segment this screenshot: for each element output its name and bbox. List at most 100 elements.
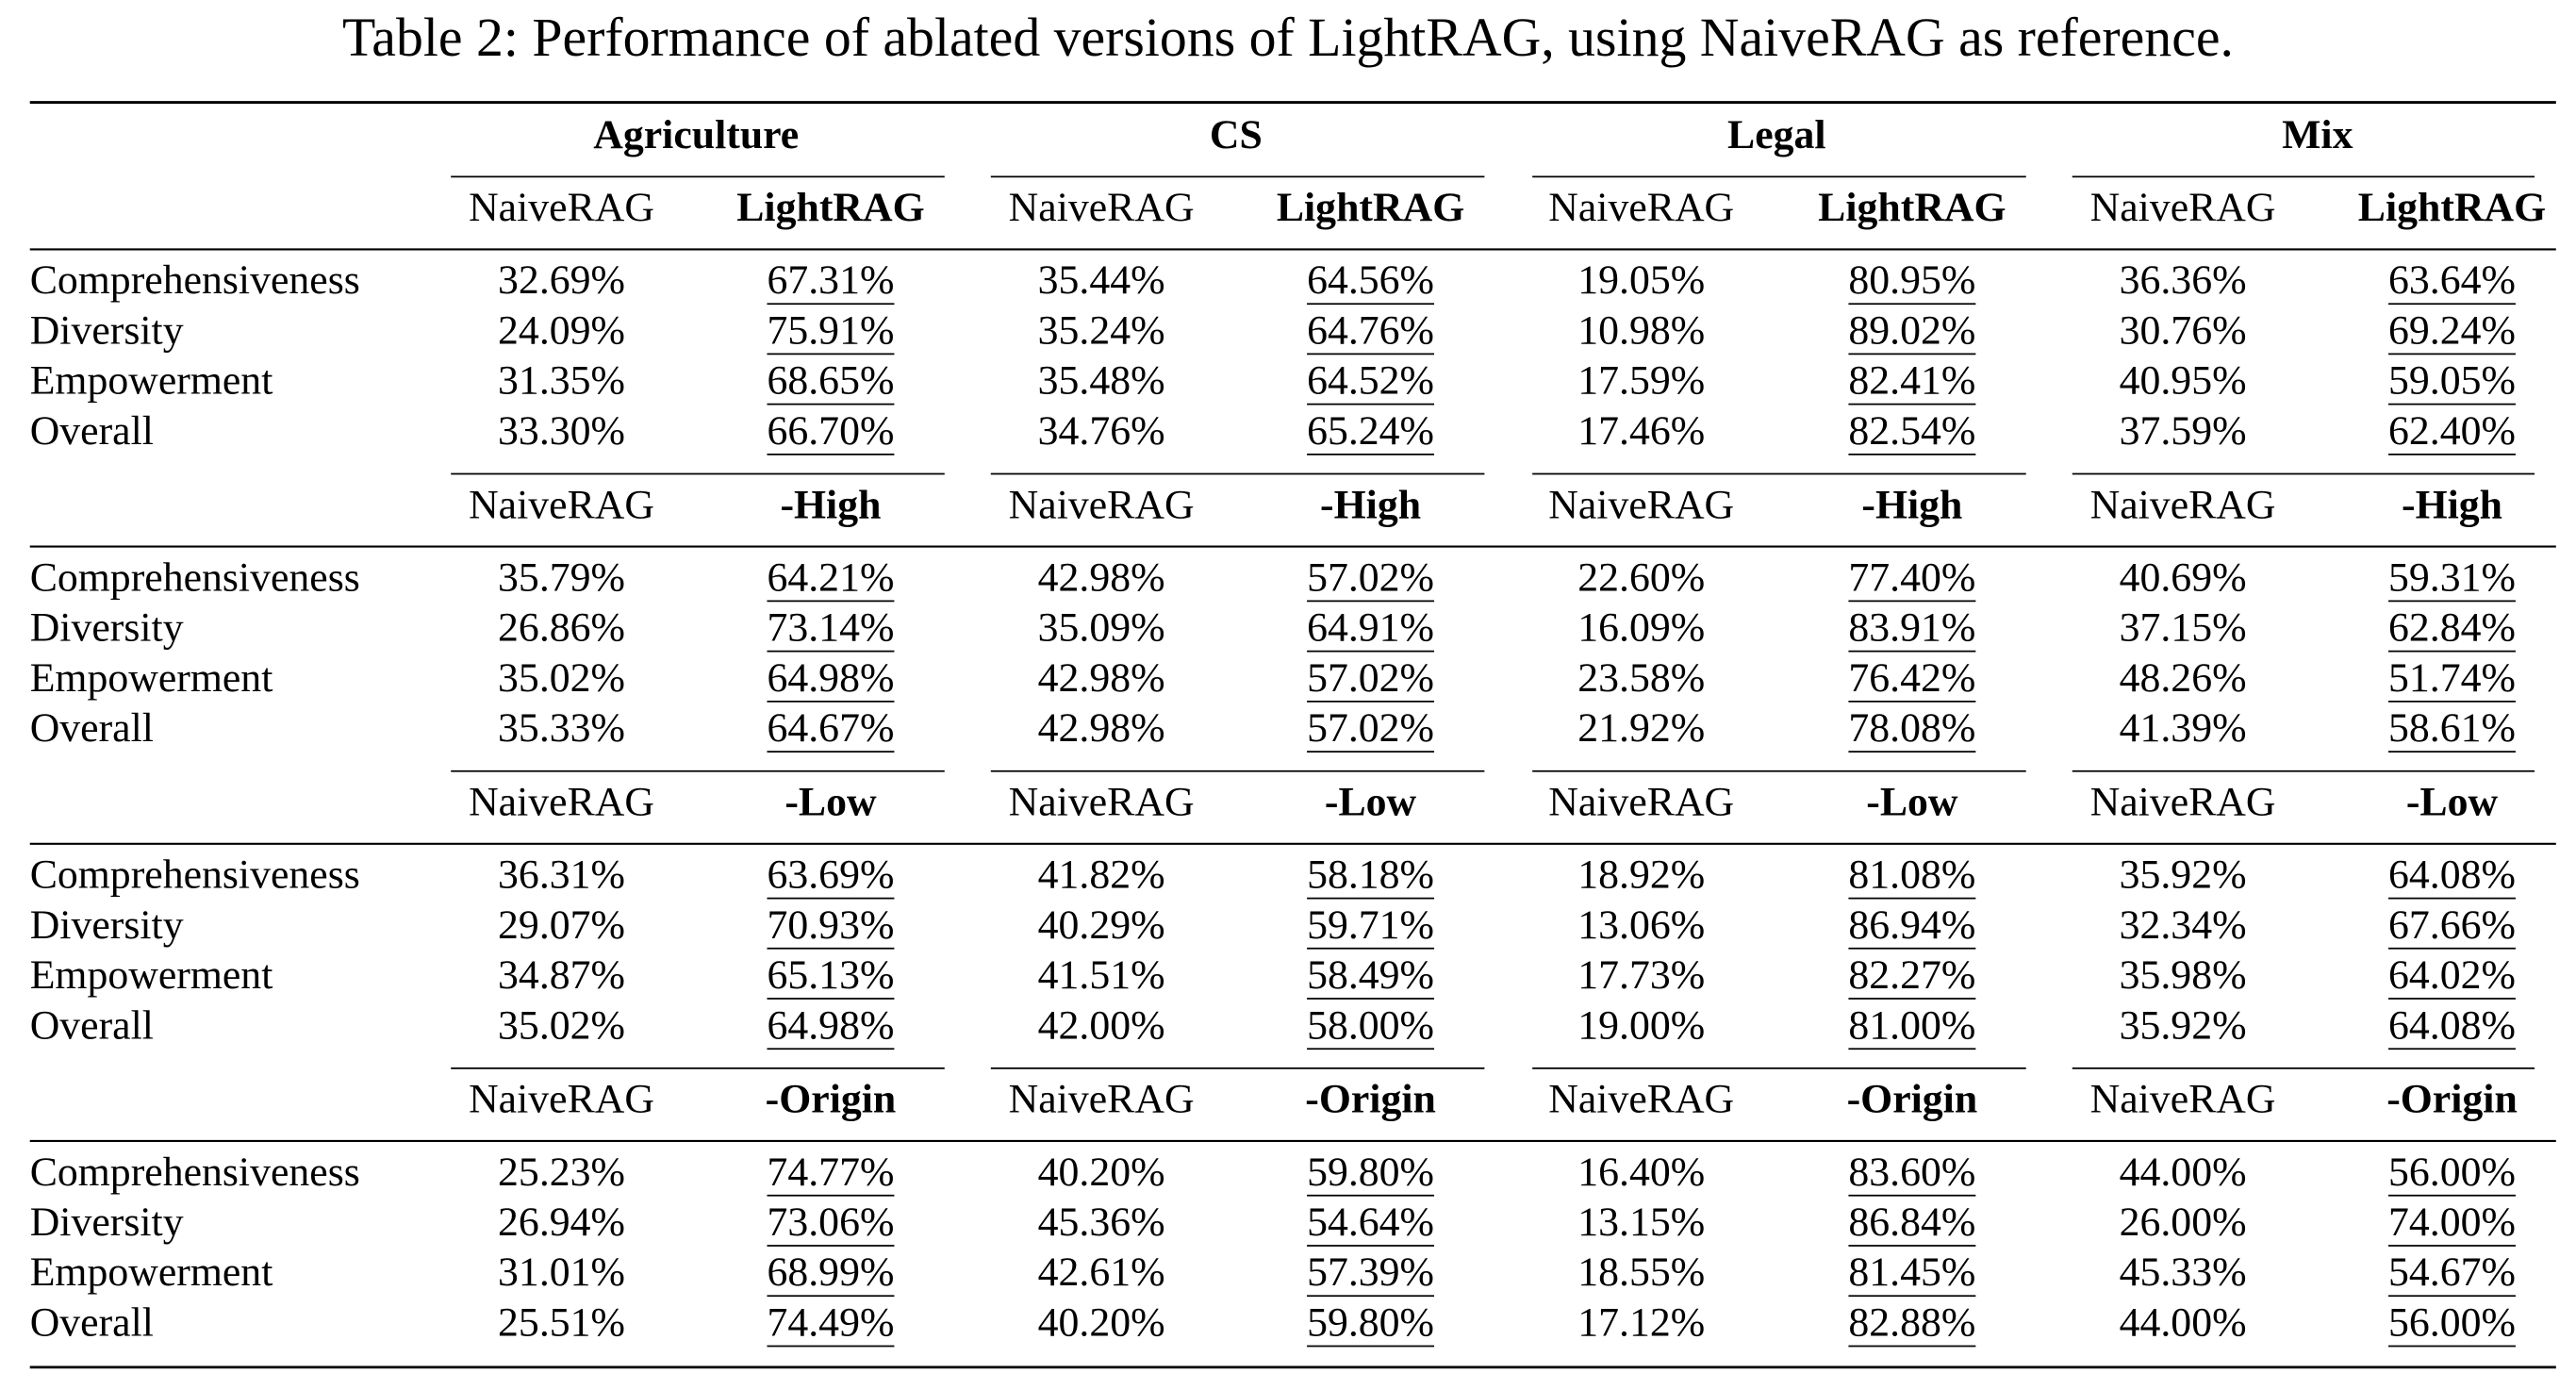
cell-value: 29.07% bbox=[498, 902, 625, 948]
cell-value: 35.79% bbox=[498, 554, 625, 600]
cell-value: 58.18% bbox=[1307, 852, 1434, 898]
cell-value: 23.58% bbox=[1577, 655, 1705, 701]
cell-value: 40.20% bbox=[1038, 1150, 1165, 1195]
cell-value: 64.08% bbox=[2388, 852, 2516, 898]
cell-value: 68.99% bbox=[767, 1249, 894, 1295]
cell-value: 19.00% bbox=[1577, 1002, 1705, 1048]
row-label: Diversity bbox=[30, 307, 184, 353]
cell-value: 26.00% bbox=[2120, 1199, 2247, 1245]
cell-value: 64.08% bbox=[2388, 1002, 2516, 1048]
cell-value: 42.98% bbox=[1038, 554, 1165, 600]
column-header: -High bbox=[780, 482, 881, 527]
cell-value: 82.41% bbox=[1848, 358, 1975, 404]
cell-value: 74.00% bbox=[2388, 1199, 2516, 1245]
cell-value: 54.67% bbox=[2388, 1249, 2516, 1295]
cell-value: 58.61% bbox=[2388, 705, 2516, 751]
cell-value: 26.86% bbox=[498, 605, 625, 651]
cell-value: 57.02% bbox=[1307, 705, 1434, 751]
column-header: NaiveRAG bbox=[1548, 482, 1734, 527]
cell-value: 24.09% bbox=[498, 307, 625, 353]
row-label: Comprehensiveness bbox=[30, 1150, 360, 1195]
cell-value: 32.34% bbox=[2120, 902, 2247, 948]
cell-value: 81.00% bbox=[1848, 1002, 1975, 1048]
cell-value: 35.02% bbox=[498, 1002, 625, 1048]
cell-value: 17.73% bbox=[1577, 952, 1705, 998]
cell-value: 35.92% bbox=[2120, 1002, 2247, 1048]
column-header: NaiveRAG bbox=[469, 780, 654, 825]
cell-value: 42.00% bbox=[1038, 1002, 1165, 1048]
cell-value: 18.55% bbox=[1577, 1249, 1705, 1295]
column-header: -Low bbox=[784, 780, 877, 825]
column-header: LightRAG bbox=[1277, 185, 1464, 230]
row-label: Overall bbox=[30, 705, 154, 751]
cell-value: 73.06% bbox=[767, 1199, 894, 1245]
cell-value: 41.82% bbox=[1038, 852, 1165, 898]
cell-value: 59.05% bbox=[2388, 358, 2516, 404]
row-label: Comprehensiveness bbox=[30, 257, 360, 303]
column-header: NaiveRAG bbox=[1548, 780, 1734, 825]
cell-value: 18.92% bbox=[1577, 852, 1705, 898]
cell-value: 36.36% bbox=[2120, 257, 2247, 303]
cell-value: 64.98% bbox=[767, 655, 894, 701]
cell-value: 74.77% bbox=[767, 1150, 894, 1195]
column-header: NaiveRAG bbox=[469, 185, 654, 230]
cell-value: 37.59% bbox=[2120, 408, 2247, 454]
cell-value: 65.13% bbox=[767, 952, 894, 998]
cell-value: 51.74% bbox=[2388, 655, 2516, 701]
row-label: Diversity bbox=[30, 1199, 184, 1245]
cell-value: 13.06% bbox=[1577, 902, 1705, 948]
cell-value: 57.02% bbox=[1307, 554, 1434, 600]
cell-value: 69.24% bbox=[2388, 307, 2516, 353]
cell-value: 10.98% bbox=[1577, 307, 1705, 353]
column-header: -High bbox=[2402, 482, 2502, 527]
cell-value: 37.15% bbox=[2120, 605, 2247, 651]
cell-value: 77.40% bbox=[1848, 554, 1975, 600]
cell-value: 74.49% bbox=[767, 1299, 894, 1345]
cell-value: 40.69% bbox=[2120, 554, 2247, 600]
cell-value: 63.69% bbox=[767, 852, 894, 898]
group-header: CS bbox=[1210, 112, 1263, 157]
cell-value: 42.98% bbox=[1038, 655, 1165, 701]
cell-value: 83.60% bbox=[1848, 1150, 1975, 1195]
column-header: NaiveRAG bbox=[469, 1077, 654, 1122]
cell-value: 82.54% bbox=[1848, 408, 1975, 454]
cell-value: 45.36% bbox=[1038, 1199, 1165, 1245]
cell-value: 56.00% bbox=[2388, 1150, 2516, 1195]
cell-value: 58.49% bbox=[1307, 952, 1434, 998]
cell-value: 44.00% bbox=[2120, 1299, 2247, 1345]
column-header: -Low bbox=[1866, 780, 1958, 825]
cell-value: 56.00% bbox=[2388, 1299, 2516, 1345]
cell-value: 35.98% bbox=[2120, 952, 2247, 998]
group-header: Agriculture bbox=[593, 112, 799, 157]
cell-value: 82.27% bbox=[1848, 952, 1975, 998]
cell-value: 57.02% bbox=[1307, 655, 1434, 701]
cell-value: 59.80% bbox=[1307, 1299, 1434, 1345]
row-label: Diversity bbox=[30, 902, 184, 948]
cell-value: 67.66% bbox=[2388, 902, 2516, 948]
cell-value: 82.88% bbox=[1848, 1299, 1975, 1345]
cell-value: 81.08% bbox=[1848, 852, 1975, 898]
cell-value: 35.92% bbox=[2120, 852, 2247, 898]
cell-value: 19.05% bbox=[1577, 257, 1705, 303]
column-header: -High bbox=[1320, 482, 1421, 527]
column-header: NaiveRAG bbox=[2090, 780, 2276, 825]
column-header: NaiveRAG bbox=[1548, 1077, 1734, 1122]
column-header: NaiveRAG bbox=[2090, 185, 2276, 230]
column-header: -Origin bbox=[2386, 1077, 2518, 1122]
cell-value: 40.95% bbox=[2120, 358, 2247, 404]
cell-value: 73.14% bbox=[767, 605, 894, 651]
column-header: NaiveRAG bbox=[2090, 1077, 2276, 1122]
cell-value: 81.45% bbox=[1848, 1249, 1975, 1295]
row-label: Empowerment bbox=[30, 952, 273, 998]
cell-value: 75.91% bbox=[767, 307, 894, 353]
cell-value: 25.23% bbox=[498, 1150, 625, 1195]
cell-value: 80.95% bbox=[1848, 257, 1975, 303]
cell-value: 64.67% bbox=[767, 705, 894, 751]
cell-value: 21.92% bbox=[1577, 705, 1705, 751]
column-header: NaiveRAG bbox=[2090, 482, 2276, 527]
column-header: -High bbox=[1861, 482, 1962, 527]
cell-value: 58.00% bbox=[1307, 1002, 1434, 1048]
cell-value: 66.70% bbox=[767, 408, 894, 454]
cell-value: 31.35% bbox=[498, 358, 625, 404]
cell-value: 41.51% bbox=[1038, 952, 1165, 998]
